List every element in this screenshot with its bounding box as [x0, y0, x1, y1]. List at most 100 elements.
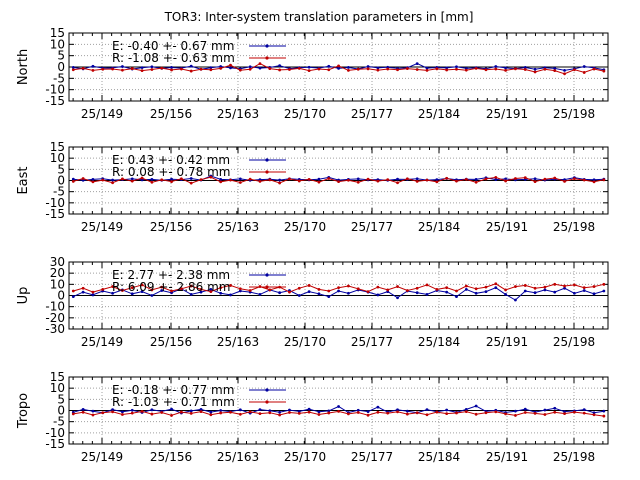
- data-point-R: [366, 290, 370, 293]
- data-point-R: [179, 67, 183, 71]
- data-point-E: [523, 66, 527, 69]
- data-point-R: [121, 289, 124, 292]
- data-point-R: [592, 67, 596, 71]
- data-point-R: [464, 284, 468, 288]
- x-tick-label: 25/170: [284, 107, 326, 121]
- y-tick-label: 15: [50, 140, 65, 154]
- data-point-E: [150, 177, 154, 181]
- y-tick-label: -5: [53, 415, 65, 429]
- data-point-E: [229, 293, 232, 297]
- data-point-E: [327, 295, 331, 299]
- panel-north: 25/149 25/156 25/163 25/170 25/177 25/184 25/1…: [16, 26, 609, 121]
- x-tick-label: 25/177: [351, 335, 393, 349]
- data-point-E: [121, 410, 124, 414]
- data-point-R: [602, 178, 606, 182]
- data-point-E: [533, 291, 537, 295]
- data-point-R: [455, 67, 458, 71]
- data-point-E: [455, 295, 458, 299]
- data-point-R: [445, 286, 449, 290]
- data-point-E: [111, 178, 114, 182]
- data-point-R: [258, 412, 262, 416]
- data-point-R: [288, 290, 291, 294]
- data-point-R: [268, 67, 272, 70]
- y-axis-label: East: [16, 166, 31, 194]
- data-point-E: [396, 177, 399, 181]
- data-point-R: [337, 180, 340, 184]
- data-point-R: [602, 414, 606, 418]
- data-point-E: [376, 66, 380, 70]
- legend-entry-E: E: -0.40 +- 0.67 mm: [112, 39, 234, 53]
- data-point-R: [199, 287, 203, 291]
- y-tick-label: 5: [57, 162, 65, 176]
- data-point-R: [327, 289, 331, 293]
- data-point-E: [278, 178, 282, 182]
- legend-marker-E: [265, 158, 269, 162]
- data-point-R: [248, 289, 252, 292]
- data-point-R: [366, 177, 370, 181]
- legend-entry-R: R: -1.03 +- 0.71 mm: [112, 395, 235, 409]
- data-point-R: [111, 67, 114, 71]
- data-point-E: [356, 177, 360, 181]
- data-point-R: [356, 67, 360, 71]
- data-point-R: [317, 67, 321, 71]
- data-point-R: [268, 411, 272, 415]
- data-point-E: [474, 177, 478, 181]
- data-point-R: [297, 412, 301, 415]
- data-point-R: [533, 180, 537, 184]
- data-point-R: [347, 412, 350, 416]
- data-point-R: [130, 286, 134, 290]
- data-point-E: [415, 177, 419, 181]
- data-point-E: [337, 66, 340, 70]
- chart-title: TOR3: Inter-system translation parameter…: [164, 10, 474, 24]
- data-point-E: [91, 293, 95, 297]
- x-tick-label: 25/198: [553, 335, 595, 349]
- x-tick-label: 25/170: [284, 450, 326, 464]
- data-point-E: [150, 65, 154, 69]
- x-tick-label: 25/156: [150, 220, 192, 234]
- data-point-E: [455, 65, 458, 69]
- data-point-R: [572, 283, 576, 287]
- data-point-E: [160, 289, 164, 292]
- x-tick-label: 25/149: [81, 450, 123, 464]
- data-point-R: [405, 177, 409, 181]
- data-point-E: [543, 288, 547, 292]
- data-point-E: [563, 286, 566, 290]
- data-point-E: [111, 291, 114, 295]
- data-point-R: [504, 288, 508, 292]
- data-point-R: [229, 63, 232, 67]
- data-point-R: [238, 68, 242, 72]
- x-tick-label: 25/163: [217, 107, 259, 121]
- data-point-E: [602, 409, 606, 413]
- data-point-R: [405, 67, 409, 70]
- data-point-R: [317, 413, 321, 416]
- data-point-E: [199, 407, 203, 411]
- data-point-R: [504, 412, 508, 416]
- data-point-E: [376, 293, 380, 297]
- data-point-R: [209, 290, 213, 293]
- data-point-R: [317, 180, 321, 184]
- data-point-E: [602, 289, 606, 293]
- data-point-R: [396, 181, 399, 185]
- data-point-R: [209, 413, 213, 417]
- data-point-R: [572, 410, 576, 414]
- x-tick-label: 25/198: [553, 220, 595, 234]
- data-point-E: [396, 408, 399, 412]
- y-tick-label: 0: [57, 174, 65, 188]
- data-point-E: [268, 409, 272, 413]
- data-point-E: [405, 409, 409, 413]
- data-point-R: [327, 68, 331, 72]
- data-point-E: [278, 291, 282, 295]
- data-point-E: [238, 177, 242, 181]
- data-point-E: [543, 408, 547, 412]
- data-point-E: [317, 177, 321, 181]
- data-point-E: [425, 292, 429, 296]
- data-point-R: [484, 68, 488, 72]
- data-point-E: [533, 177, 537, 181]
- data-point-R: [248, 410, 252, 414]
- data-point-E: [199, 290, 203, 294]
- data-point-R: [258, 179, 262, 183]
- data-point-R: [81, 177, 85, 180]
- data-point-E: [366, 65, 370, 68]
- data-point-R: [386, 67, 390, 71]
- x-tick-label: 25/163: [217, 220, 259, 234]
